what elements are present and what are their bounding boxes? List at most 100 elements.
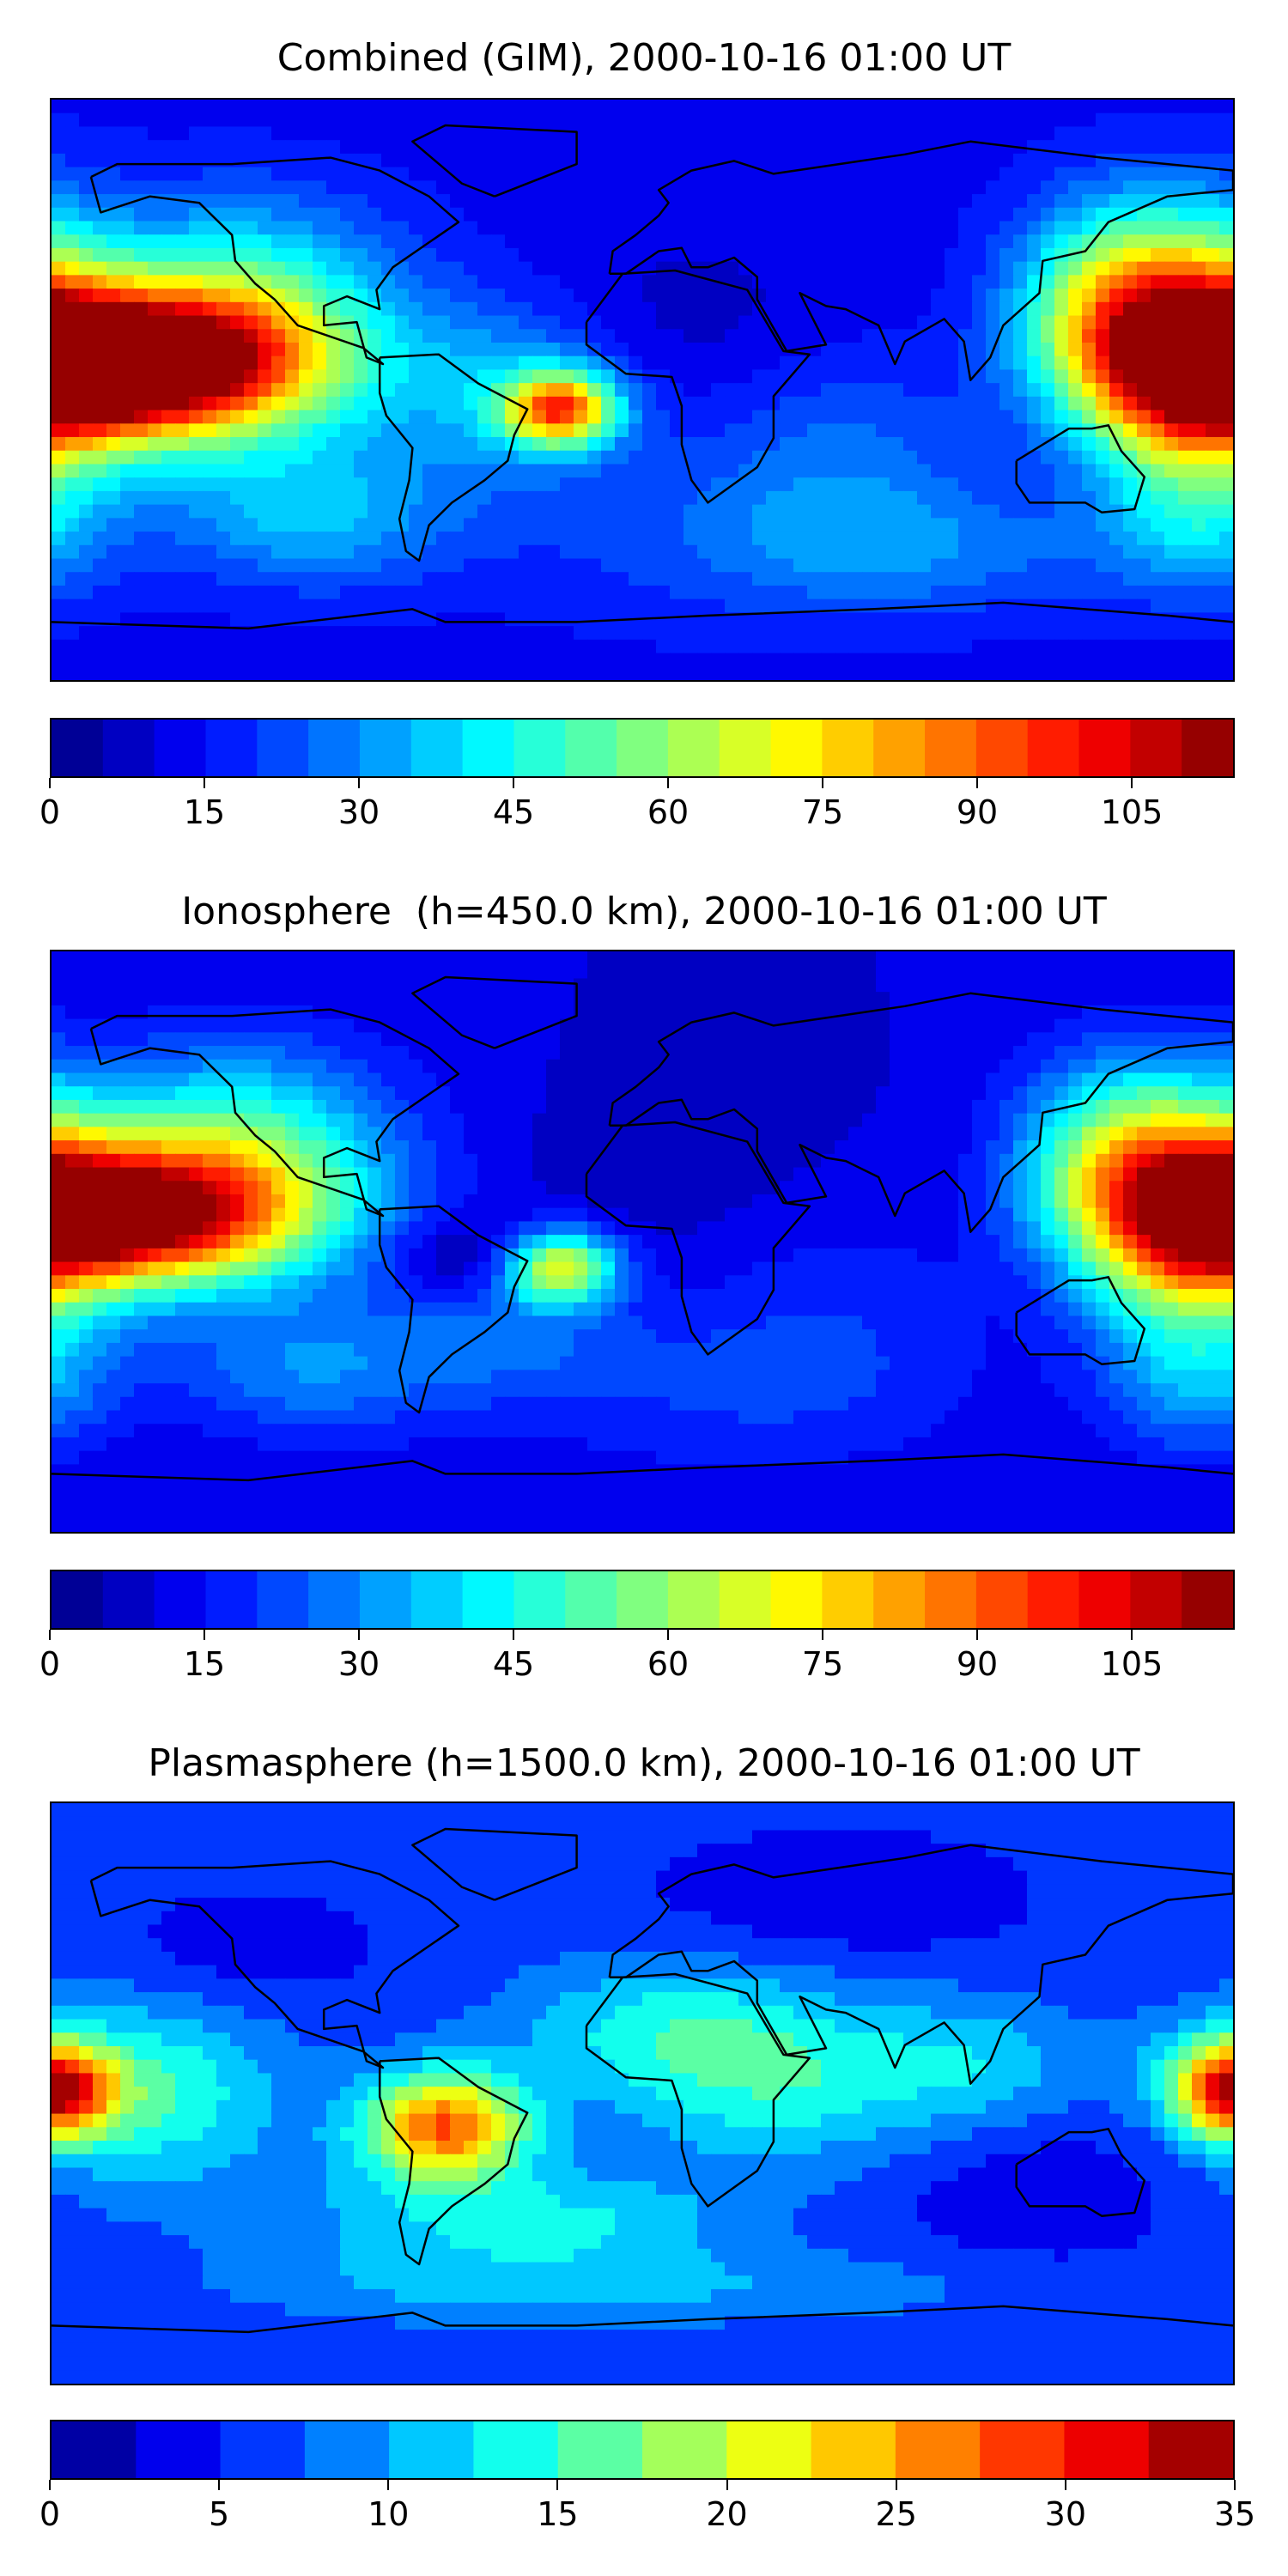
heatmap-cell bbox=[917, 112, 932, 128]
heatmap-cell bbox=[230, 1032, 245, 1047]
heatmap-cell bbox=[258, 140, 272, 155]
heatmap-cell bbox=[1068, 342, 1083, 357]
heatmap-cell bbox=[532, 532, 547, 546]
heatmap-cell bbox=[615, 490, 629, 506]
heatmap-cell bbox=[986, 626, 1000, 641]
heatmap-cell bbox=[491, 383, 506, 398]
heatmap-cell bbox=[464, 544, 478, 560]
heatmap-cell bbox=[1027, 544, 1042, 560]
heatmap-cell bbox=[79, 1072, 94, 1087]
heatmap-cell bbox=[285, 247, 300, 263]
heatmap-cell bbox=[106, 1099, 121, 1115]
heatmap-cell bbox=[120, 544, 135, 560]
heatmap-cell bbox=[931, 1127, 945, 1141]
heatmap-cell bbox=[477, 639, 492, 654]
heatmap-cell bbox=[546, 1046, 561, 1060]
heatmap-cell bbox=[1068, 978, 1083, 993]
heatmap-cell bbox=[1137, 992, 1151, 1006]
heatmap-cell bbox=[285, 1127, 300, 1141]
heatmap-cell bbox=[546, 653, 561, 667]
heatmap-cell bbox=[271, 410, 286, 424]
heatmap-cell bbox=[1219, 1059, 1233, 1074]
heatmap-cell bbox=[93, 992, 107, 1006]
heatmap-cell bbox=[629, 289, 643, 303]
heatmap-cell bbox=[120, 1005, 135, 1020]
heatmap-cell bbox=[945, 342, 959, 357]
heatmap-cell bbox=[1013, 261, 1028, 276]
heatmap-cell bbox=[587, 1059, 602, 1074]
heatmap-cell bbox=[1082, 585, 1097, 600]
heatmap-cell bbox=[1192, 653, 1206, 667]
heatmap-cell bbox=[285, 951, 300, 966]
heatmap-cell bbox=[1096, 383, 1110, 398]
heatmap-cell bbox=[945, 383, 959, 398]
heatmap-cell bbox=[409, 558, 423, 573]
heatmap-cell bbox=[574, 112, 588, 128]
heatmap-cell bbox=[409, 153, 423, 168]
heatmap-cell bbox=[972, 558, 987, 573]
heatmap-cell bbox=[1096, 626, 1110, 641]
heatmap-cell bbox=[189, 261, 204, 276]
heatmap-cell bbox=[560, 572, 574, 586]
heatmap-cell bbox=[601, 585, 616, 600]
heatmap-cell bbox=[766, 275, 781, 289]
heatmap-cell bbox=[189, 234, 204, 249]
heatmap-cell bbox=[642, 100, 657, 114]
heatmap-cell bbox=[1178, 342, 1193, 357]
heatmap-cell bbox=[395, 1086, 410, 1101]
heatmap-cell bbox=[1068, 464, 1083, 478]
heatmap-cell bbox=[450, 261, 465, 276]
heatmap-cell bbox=[161, 180, 176, 195]
heatmap-cell bbox=[574, 490, 588, 506]
heatmap-cell bbox=[876, 477, 890, 492]
heatmap-cell bbox=[120, 301, 135, 317]
heatmap-cell bbox=[1151, 964, 1165, 980]
heatmap-cell bbox=[986, 153, 1000, 168]
heatmap-cell bbox=[587, 518, 602, 532]
heatmap-cell bbox=[368, 1127, 382, 1141]
heatmap-cell bbox=[958, 112, 973, 128]
heatmap-cell bbox=[244, 653, 258, 667]
heatmap-cell bbox=[1068, 1005, 1083, 1020]
heatmap-cell bbox=[766, 978, 781, 993]
heatmap-cell bbox=[422, 1099, 437, 1115]
heatmap-cell bbox=[120, 207, 135, 222]
heatmap-cell bbox=[670, 180, 684, 195]
heatmap-cell bbox=[148, 598, 162, 613]
heatmap-cell bbox=[134, 532, 149, 546]
heatmap-cell bbox=[120, 126, 135, 141]
heatmap-cell bbox=[175, 964, 190, 980]
heatmap-cell bbox=[945, 126, 959, 141]
heatmap-cell bbox=[1041, 1127, 1055, 1141]
heatmap-cell bbox=[299, 978, 313, 993]
heatmap-cell bbox=[519, 423, 533, 438]
heatmap-cell bbox=[464, 289, 478, 303]
heatmap-cell bbox=[615, 450, 629, 465]
heatmap-cell bbox=[368, 1046, 382, 1060]
heatmap-cell bbox=[52, 572, 66, 586]
heatmap-cell bbox=[670, 518, 684, 532]
heatmap-cell bbox=[999, 207, 1014, 222]
heatmap-cell bbox=[354, 437, 368, 452]
heatmap-cell bbox=[1082, 180, 1097, 195]
heatmap-cell bbox=[120, 572, 135, 586]
heatmap-cell bbox=[574, 585, 588, 600]
heatmap-cell bbox=[368, 464, 382, 478]
heatmap-cell bbox=[1054, 112, 1069, 128]
heatmap-cell bbox=[656, 167, 671, 181]
colorbar-segment bbox=[359, 720, 412, 776]
heatmap-cell bbox=[780, 978, 794, 993]
heatmap-cell bbox=[106, 207, 121, 222]
heatmap-cell bbox=[560, 315, 574, 330]
heatmap-cell bbox=[835, 180, 849, 195]
heatmap-cell bbox=[1123, 1072, 1138, 1087]
heatmap-cell bbox=[1096, 180, 1110, 195]
heatmap-cell bbox=[642, 180, 657, 195]
heatmap-cell bbox=[1137, 450, 1151, 465]
heatmap-cell bbox=[134, 261, 149, 276]
heatmap-cell bbox=[1054, 532, 1069, 546]
heatmap-cell bbox=[79, 598, 94, 613]
heatmap-cell bbox=[436, 437, 451, 452]
heatmap-cell bbox=[629, 329, 643, 343]
heatmap-cell bbox=[395, 396, 410, 411]
